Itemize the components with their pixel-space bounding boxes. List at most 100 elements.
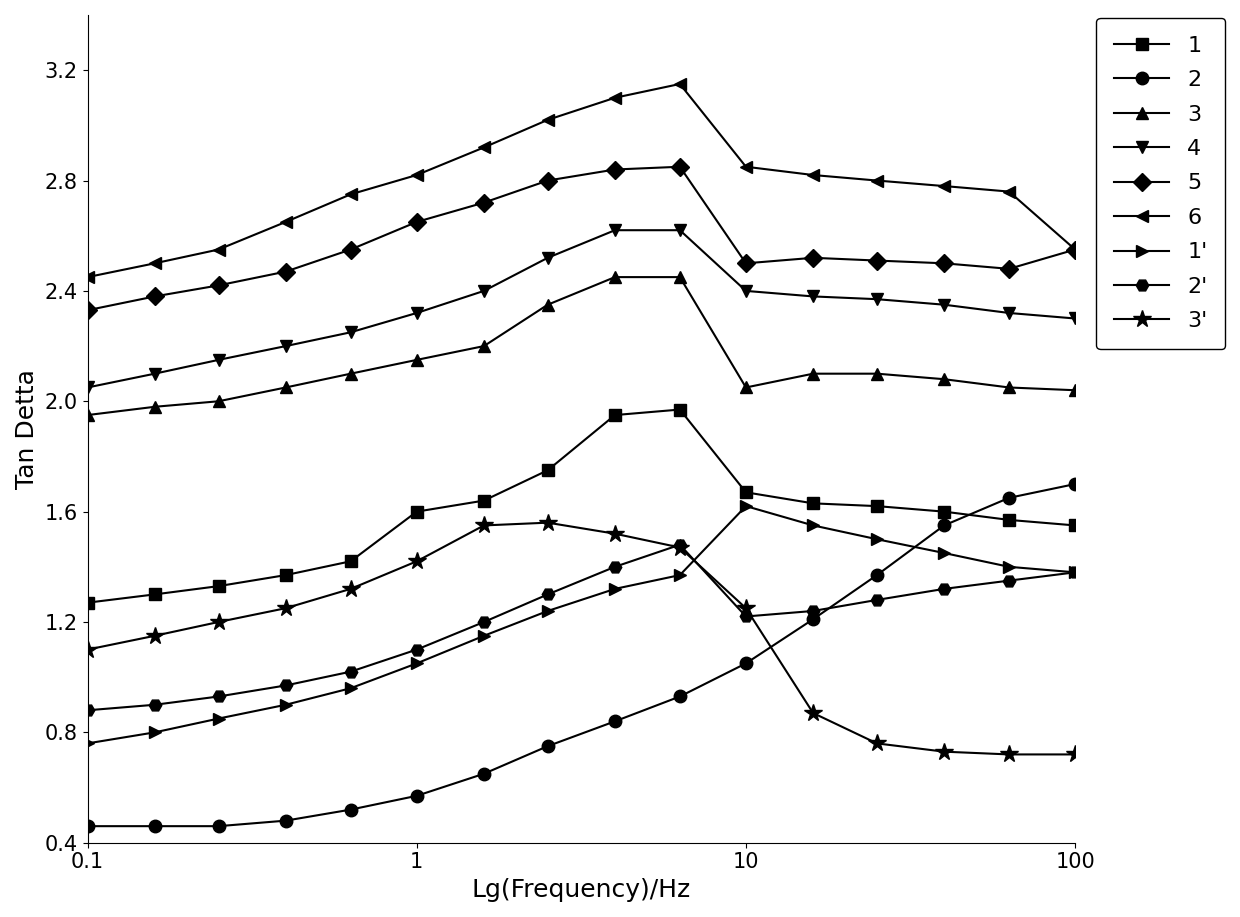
1' [1002, 561, 1017, 572]
5 [343, 244, 358, 255]
3' [148, 630, 162, 641]
2' [936, 583, 951, 594]
5 [739, 258, 754, 269]
2 [343, 804, 358, 815]
2 [541, 741, 556, 752]
6 [148, 258, 162, 269]
3 [806, 369, 821, 380]
2' [81, 705, 95, 716]
3' [608, 528, 622, 539]
2 [608, 716, 622, 727]
4 [81, 382, 95, 393]
2' [211, 691, 226, 702]
6 [343, 189, 358, 200]
4 [608, 225, 622, 236]
1' [211, 713, 226, 724]
2 [936, 520, 951, 531]
1' [476, 630, 491, 641]
3 [541, 299, 556, 310]
3 [148, 402, 162, 413]
Line: 3': 3' [78, 514, 1084, 764]
6 [672, 79, 687, 90]
4 [806, 291, 821, 302]
1' [608, 583, 622, 594]
6 [278, 216, 293, 227]
2' [476, 616, 491, 627]
Line: 1: 1 [82, 403, 1081, 609]
1' [409, 657, 424, 668]
2 [148, 821, 162, 832]
5 [1068, 244, 1083, 255]
1 [278, 569, 293, 580]
3 [81, 410, 95, 421]
6 [476, 142, 491, 153]
4 [476, 285, 491, 296]
1 [476, 495, 491, 506]
Legend: 1, 2, 3, 4, 5, 6, 1', 2', 3': 1, 2, 3, 4, 5, 6, 1', 2', 3' [1096, 17, 1225, 349]
5 [476, 197, 491, 208]
6 [409, 170, 424, 181]
2 [476, 768, 491, 779]
1 [409, 506, 424, 517]
1' [936, 547, 951, 558]
2' [1002, 575, 1017, 586]
5 [278, 266, 293, 277]
3' [936, 746, 951, 757]
Line: 1': 1' [82, 500, 1081, 749]
3 [278, 382, 293, 393]
1' [343, 683, 358, 694]
Line: 2: 2 [82, 478, 1081, 833]
1 [806, 498, 821, 509]
3 [1068, 385, 1083, 396]
4 [869, 293, 884, 304]
3 [211, 396, 226, 407]
4 [278, 340, 293, 351]
3' [869, 738, 884, 749]
2' [541, 589, 556, 600]
6 [541, 115, 556, 126]
3' [278, 602, 293, 613]
3' [739, 602, 754, 613]
5 [211, 280, 226, 291]
1' [278, 700, 293, 711]
6 [1068, 244, 1083, 255]
X-axis label: Lg(Frequency)/Hz: Lg(Frequency)/Hz [471, 878, 691, 902]
3' [476, 520, 491, 531]
3' [672, 542, 687, 553]
1' [739, 501, 754, 512]
1' [869, 534, 884, 545]
2' [278, 679, 293, 691]
1 [672, 404, 687, 415]
4 [409, 307, 424, 318]
1 [148, 589, 162, 600]
3 [409, 354, 424, 365]
5 [81, 304, 95, 315]
5 [608, 164, 622, 175]
6 [1002, 186, 1017, 197]
3' [1002, 749, 1017, 760]
3 [1002, 382, 1017, 393]
5 [806, 252, 821, 263]
1 [869, 501, 884, 512]
3' [1068, 749, 1083, 760]
2' [608, 561, 622, 572]
Line: 2': 2' [82, 538, 1081, 716]
Line: 6: 6 [82, 78, 1081, 283]
3' [343, 583, 358, 594]
2 [278, 815, 293, 826]
2' [869, 594, 884, 605]
2 [739, 657, 754, 668]
6 [211, 244, 226, 255]
3' [541, 517, 556, 528]
3' [81, 644, 95, 655]
Line: 4: 4 [82, 224, 1081, 393]
Line: 3: 3 [82, 271, 1081, 421]
6 [806, 170, 821, 181]
6 [608, 93, 622, 104]
4 [211, 354, 226, 365]
2' [672, 539, 687, 550]
5 [672, 161, 687, 172]
1' [672, 569, 687, 580]
6 [869, 175, 884, 186]
2 [211, 821, 226, 832]
